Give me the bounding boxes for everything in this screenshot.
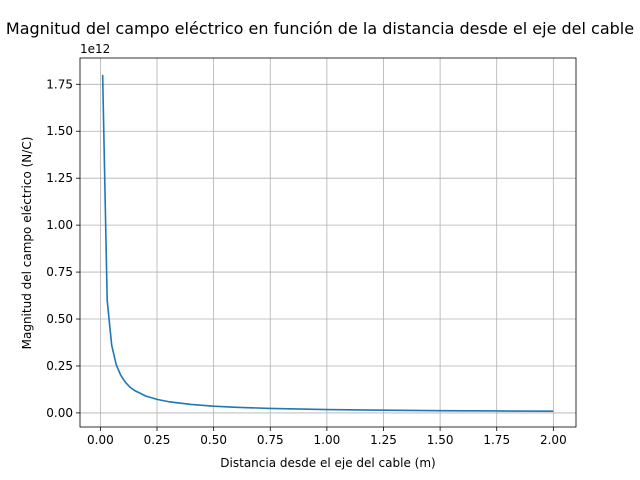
y-tick-label: 0.75 [46, 265, 73, 279]
x-tick-label: 0.75 [257, 433, 284, 447]
grid [80, 58, 576, 427]
plot-frame [79, 57, 577, 428]
x-tick-label: 1.25 [370, 433, 397, 447]
x-axis-ticks: 0.00 0.25 0.50 0.75 1.00 1.25 1.50 1.75 2.00 [87, 427, 567, 447]
x-tick-label: 1.75 [483, 433, 510, 447]
y-offset-label: 1e12 [80, 42, 110, 56]
y-tick-label: 0.25 [46, 359, 73, 373]
x-tick-label: 0.00 [87, 433, 114, 447]
x-tick-label: 0.25 [144, 433, 171, 447]
x-tick-label: 0.50 [200, 433, 227, 447]
y-tick-label: 0.00 [46, 406, 73, 420]
x-tick-label: 1.00 [314, 433, 341, 447]
y-tick-label: 1.50 [46, 124, 73, 138]
y-tick-label: 1.00 [46, 218, 73, 232]
y-axis-label: Magnitud del campo eléctrico (N/C) [20, 137, 34, 350]
y-tick-label: 0.50 [46, 312, 73, 326]
x-tick-label: 1.50 [427, 433, 454, 447]
y-tick-label: 1.75 [46, 77, 73, 91]
x-tick-label: 2.00 [540, 433, 567, 447]
x-axis-label: Distancia desde el eje del cable (m) [220, 456, 435, 470]
chart-title: Magnitud del campo eléctrico en función … [6, 19, 634, 38]
series-line [101, 74, 554, 413]
y-tick-label: 1.25 [46, 171, 73, 185]
y-axis-ticks: 0.00 0.25 0.50 0.75 1.00 1.25 1.50 1.75 [46, 77, 80, 420]
plot-series [101, 74, 554, 413]
